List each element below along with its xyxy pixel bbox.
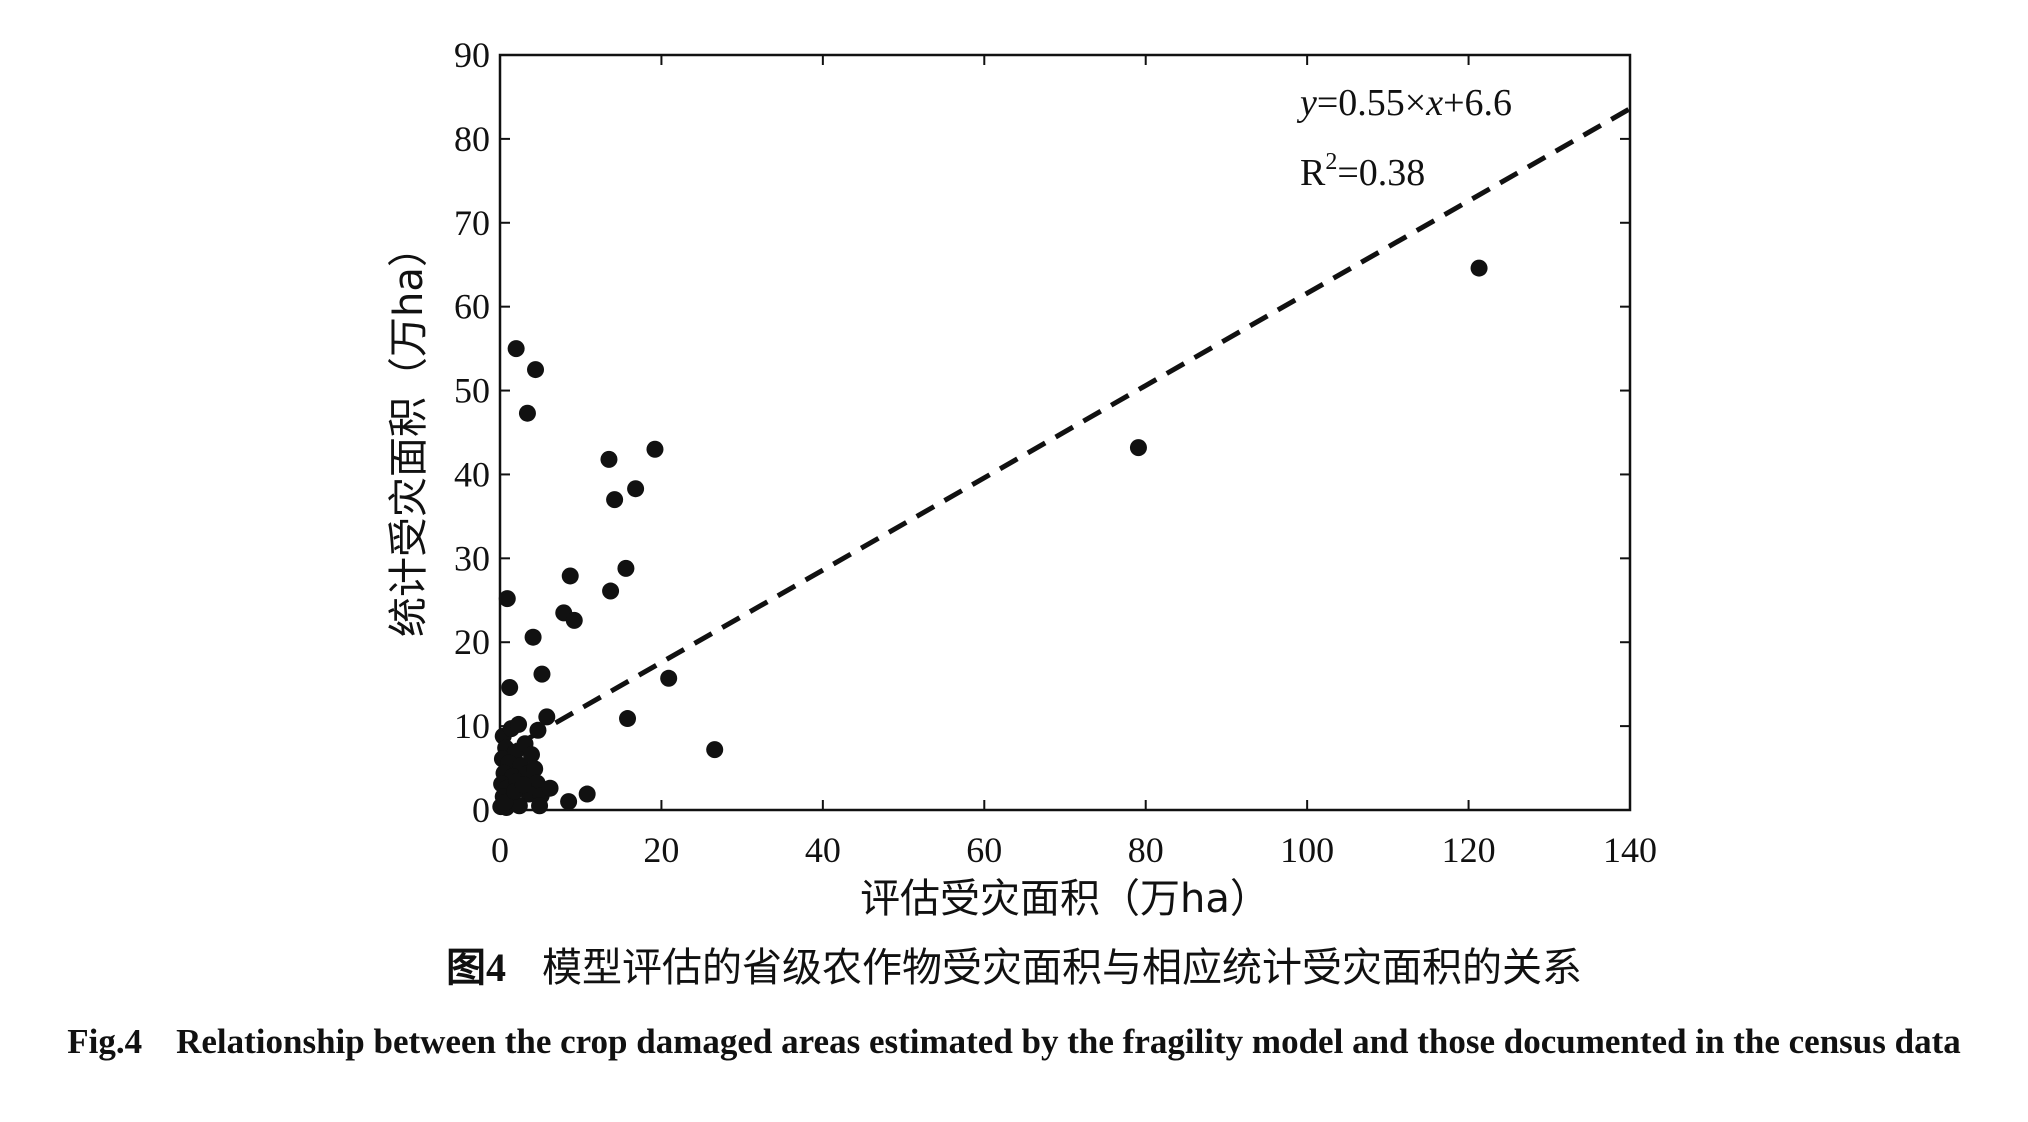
y-tick-label: 30 [454, 538, 490, 578]
scatter-point [565, 611, 583, 629]
caption-en-fig-number: Fig.4 [67, 1022, 143, 1061]
scatter-point [541, 779, 559, 797]
scatter-point [524, 628, 542, 646]
scatter-point [533, 665, 551, 683]
scatter-point [501, 679, 519, 697]
x-tick-label: 80 [1128, 830, 1164, 870]
scatter-point [526, 760, 544, 778]
scatter-point [1129, 439, 1147, 457]
y-tick-label: 0 [472, 790, 490, 830]
caption-en-text: Relationship between the crop damaged ar… [176, 1022, 1961, 1061]
x-axis-title: 评估受灾面积（万ha） [860, 876, 1270, 920]
scatter-point [617, 559, 635, 577]
x-tick-label: 20 [643, 830, 679, 870]
equation-y: y [1296, 82, 1317, 124]
scatter-point [498, 590, 516, 608]
scatter-point [578, 785, 596, 803]
scatter-point [518, 404, 536, 422]
scatter-point [660, 669, 678, 687]
scatter-point [507, 340, 525, 358]
fit-line [498, 106, 1632, 757]
scatter-point [1470, 259, 1488, 277]
equation-x: x [1425, 82, 1443, 124]
scatter-point [561, 567, 579, 585]
equation-rest2: +6.6 [1443, 82, 1512, 124]
scatter-point [646, 440, 664, 458]
scatter-points [492, 259, 1488, 816]
chart: 0 20 40 60 80 100 120 140 0 10 20 30 40 50 60 70 80 90 评… [386, 35, 1657, 920]
fit-line-group [498, 106, 1632, 757]
y-tick-label: 50 [454, 371, 490, 411]
y-tick-label: 10 [454, 706, 490, 746]
x-tick-label: 60 [966, 830, 1002, 870]
x-tick-label: 40 [805, 830, 841, 870]
plot-frame [498, 53, 1632, 812]
r2-sup: 2 [1325, 149, 1337, 175]
scatter-point [496, 793, 514, 811]
x-tick-label: 100 [1280, 830, 1334, 870]
x-tick-label: 0 [491, 830, 509, 870]
scatter-point [602, 582, 620, 600]
y-tick-label: 40 [454, 454, 490, 494]
scatter-point [527, 361, 545, 379]
caption-cn-text: 模型评估的省级农作物受灾面积与相应统计受灾面积的关系 [542, 945, 1582, 991]
r-squared: R2=0.38 [1300, 149, 1425, 194]
y-tick-label: 90 [454, 35, 490, 75]
r2-rest: =0.38 [1337, 152, 1425, 194]
x-axis: 0 20 40 60 80 100 120 140 [491, 55, 1657, 870]
y-tick-label: 80 [454, 119, 490, 159]
scatter-point [529, 721, 547, 739]
y-axis-title: 统计受灾面积（万ha） [386, 227, 432, 637]
scatter-point [531, 797, 549, 815]
regression-equation: y=0.55×x+6.6 [1296, 82, 1512, 124]
plot-area [498, 53, 1632, 812]
y-tick-label: 60 [454, 287, 490, 327]
scatter-point [514, 776, 532, 794]
scatter-point [538, 708, 556, 726]
scatter-point [522, 746, 540, 764]
scatter-point [510, 797, 528, 815]
figure-caption-chinese: 图4 模型评估的省级农作物受灾面积与相应统计受灾面积的关系 [0, 935, 2028, 993]
equation-rest1: =0.55× [1317, 82, 1426, 124]
x-tick-label: 140 [1603, 830, 1657, 870]
scatter-point [606, 491, 624, 509]
y-tick-label: 70 [454, 203, 490, 243]
scatter-point [706, 741, 724, 759]
r2-base: R [1300, 152, 1326, 194]
scatter-point [627, 480, 645, 498]
scatter-point [560, 793, 578, 811]
x-tick-label: 120 [1442, 830, 1496, 870]
y-axis: 0 10 20 30 40 50 60 70 80 90 [454, 35, 1630, 830]
caption-cn-fig-number: 图4 [446, 945, 506, 990]
scatter-point [600, 450, 618, 468]
scatter-point [510, 715, 528, 733]
figure-caption-english: Fig.4 Relationship between the crop damag… [40, 1010, 1988, 1073]
y-tick-label: 20 [454, 622, 490, 662]
scatter-point [619, 710, 637, 728]
